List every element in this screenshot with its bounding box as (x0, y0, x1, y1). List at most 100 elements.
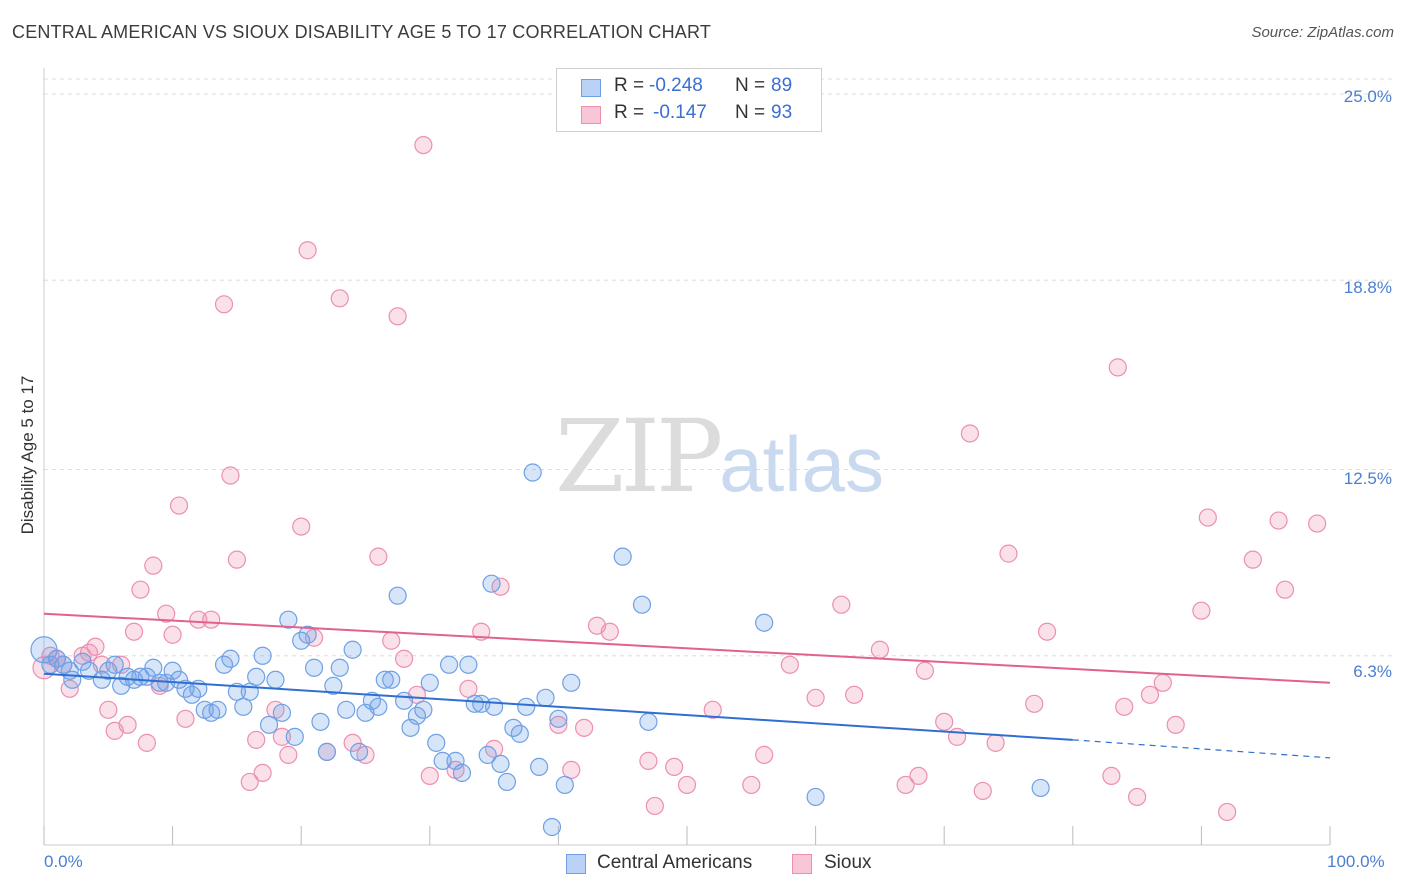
central-american-point (150, 673, 169, 692)
central-american-point (555, 775, 574, 795)
sioux-point (189, 610, 208, 629)
central-american-point (285, 727, 304, 746)
sioux-point (665, 757, 684, 776)
legend-r-label: R = (614, 102, 645, 123)
central-american-point (510, 724, 529, 743)
central-american-point (632, 595, 652, 614)
central-american-point (298, 625, 317, 644)
central-american-point (63, 670, 82, 689)
central-american-point (613, 547, 632, 566)
legend-swatch-pink (581, 106, 601, 124)
sioux-point (1108, 358, 1127, 377)
central-american-point (542, 817, 562, 837)
sioux-point (99, 700, 118, 719)
sioux-point (131, 580, 150, 599)
watermark-atlas: atlas (719, 420, 885, 508)
sioux-point (221, 466, 240, 485)
sioux-point (1025, 694, 1044, 713)
sioux-point (755, 745, 774, 764)
legend-row-central-americans: R = -0.248 N = 89 (557, 73, 821, 101)
sioux-point (330, 289, 349, 308)
sioux-point (369, 547, 388, 566)
sioux-point (562, 760, 581, 780)
sioux-point (169, 496, 189, 515)
y-tick-label: 18.8% (1343, 278, 1392, 297)
central-american-point (234, 697, 253, 716)
watermark-zip: ZIP (555, 398, 723, 515)
sioux-point (124, 622, 144, 641)
sioux-point (1275, 580, 1295, 599)
central-american-point (317, 742, 337, 761)
central-american-point (221, 649, 240, 668)
central-american-point (324, 676, 343, 695)
x-tick-label: 100.0% (1327, 852, 1385, 871)
legend-n-value: 89 (771, 75, 793, 96)
sioux-point (176, 709, 195, 728)
source-label: Source: ZipAtlas.com (1251, 24, 1394, 41)
sioux-point (999, 544, 1018, 563)
legend-row-sioux: R = -0.147 N = 93 (557, 100, 821, 128)
central-american-point (144, 658, 163, 677)
central-american-point (330, 658, 349, 677)
central-american-point (79, 661, 99, 680)
sioux-point (292, 517, 311, 536)
central-american-point (73, 652, 92, 671)
central-american-point (1031, 778, 1050, 798)
sioux-point (1269, 511, 1288, 530)
sioux-point (947, 727, 967, 746)
sioux-point (915, 661, 935, 680)
sioux-point (343, 733, 362, 752)
bottom-legend-label: Sioux (824, 852, 872, 873)
correlation-legend: R = -0.248 N = 89 R = -0.147 N = 93 (556, 68, 822, 132)
central-american-point (485, 697, 504, 716)
chart-title: CENTRAL AMERICAN VS SIOUX DISABILITY AGE… (12, 22, 712, 42)
central-american-point (208, 700, 227, 719)
sioux-point (986, 733, 1005, 752)
central-american-point (169, 670, 189, 689)
sioux-point (388, 307, 407, 326)
central-american-point (163, 661, 182, 680)
y-tick-label: 6.3% (1353, 662, 1392, 681)
sioux-point (247, 730, 266, 749)
legend-r-value: -0.248 (649, 75, 703, 96)
central-american-point (427, 733, 446, 752)
y-tick-label: 25.0% (1343, 87, 1392, 106)
legend-n-label: N = (735, 75, 766, 96)
sioux-point (780, 655, 799, 674)
central-american-point (452, 763, 472, 783)
central-american-point (806, 787, 825, 807)
central-american-point (92, 670, 111, 689)
central-american-point (478, 745, 497, 764)
central-american-point (439, 655, 459, 674)
legend-n-label: N = (735, 102, 766, 123)
y-axis-label: Disability Age 5 to 17 (18, 375, 37, 535)
central-american-point (530, 757, 549, 776)
sioux-point (909, 766, 928, 786)
central-american-point (536, 688, 555, 707)
central-american-point (482, 574, 501, 593)
sioux-point (202, 610, 221, 629)
sioux-point (845, 685, 864, 704)
central-american-point (394, 691, 414, 710)
central-american-point (420, 673, 439, 692)
central-american-point (388, 586, 407, 605)
sioux-point (1198, 508, 1217, 527)
central-american-point (227, 682, 246, 701)
sioux-point (600, 622, 619, 641)
legend-r-value: -0.147 (653, 102, 707, 123)
sioux-point (1153, 673, 1172, 692)
sioux-point (298, 241, 317, 260)
sioux-trend-line (43, 612, 1331, 684)
central-american-point (304, 658, 324, 677)
sioux-point (1192, 601, 1211, 620)
central-american-point (375, 670, 394, 689)
central-american-point (337, 700, 356, 719)
sioux-point (1243, 550, 1262, 569)
sioux-point (639, 751, 658, 770)
central-american-trend-extension (1072, 739, 1331, 759)
central-american-point (562, 673, 581, 692)
sioux-point (214, 295, 234, 314)
central-american-point (247, 667, 266, 686)
sioux-point (806, 688, 825, 707)
central-american-point (369, 697, 388, 716)
